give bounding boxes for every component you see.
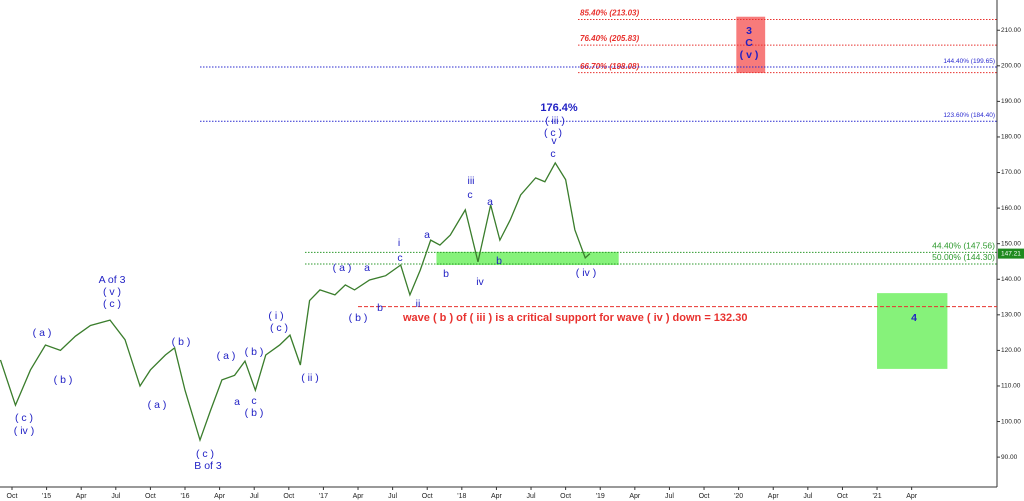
zone: [436, 251, 619, 266]
wave-label: b: [377, 302, 383, 314]
wave-label: ( ii ): [301, 372, 319, 384]
y-tick-label: 120.00: [1001, 347, 1021, 354]
y-tick-label: 170.00: [1001, 169, 1021, 176]
last-price-label: 147.21: [1001, 250, 1021, 257]
y-tick-label: 190.00: [1001, 98, 1021, 105]
wave-label: c: [550, 148, 555, 160]
wave-label: ( iii ): [545, 115, 565, 127]
wave-label: ( c ): [15, 412, 33, 424]
wave-label: b: [443, 268, 449, 280]
wave-label: iii: [468, 175, 475, 187]
wave-label: C: [745, 37, 753, 49]
level-label: 85.40% (213.03): [580, 9, 639, 18]
x-tick-label: Oct: [7, 493, 18, 500]
x-tick-label: Jul: [665, 493, 674, 500]
wave-label: ( a ): [217, 350, 236, 362]
wave-label: iv: [476, 276, 484, 288]
wave-label: a: [424, 229, 430, 241]
wave-label: 3: [746, 25, 752, 37]
wave-label: c: [467, 189, 472, 201]
x-tick-label: Jul: [527, 493, 536, 500]
x-tick-label: '19: [596, 493, 605, 500]
wave-label: ( iv ): [576, 267, 596, 279]
x-tick-label: Jul: [111, 493, 120, 500]
wave-label: c: [397, 252, 402, 264]
wave-label: ii: [416, 298, 421, 310]
x-tick-label: Oct: [422, 493, 433, 500]
x-tick-label: Jul: [388, 493, 397, 500]
wave-label: ( a ): [333, 262, 352, 274]
wave-label: 176.4%: [540, 102, 578, 114]
y-tick-label: 140.00: [1001, 276, 1021, 283]
x-tick-label: Apr: [629, 493, 641, 500]
x-tick-label: Oct: [283, 493, 294, 500]
x-tick-label: '16: [180, 493, 189, 500]
level-label: 76.40% (205.83): [580, 34, 639, 43]
wave-label: ( iv ): [14, 425, 34, 437]
y-tick-label: 130.00: [1001, 312, 1021, 319]
wave-label: ( b ): [172, 336, 191, 348]
wave-label: a: [234, 396, 240, 408]
wave-label: ( c ): [103, 298, 121, 310]
level-label: 44.40% (147.56): [932, 241, 995, 251]
wave-label: 4: [911, 312, 917, 324]
wave-label: i: [398, 237, 400, 249]
y-tick-label: 110.00: [1001, 383, 1021, 390]
x-tick-label: Apr: [491, 493, 503, 500]
x-tick-label: Apr: [768, 493, 780, 500]
y-tick-label: 200.00: [1001, 63, 1021, 70]
y-tick-label: 90.00: [1001, 454, 1018, 461]
wave-label: ( v ): [740, 49, 759, 61]
y-tick-label: 210.00: [1001, 27, 1021, 34]
wave-label: ( c ): [270, 322, 288, 334]
y-tick-label: 100.00: [1001, 418, 1021, 425]
level-label: 50.00% (144.30): [932, 252, 995, 262]
wave-label: b: [496, 255, 502, 267]
wave-label: ( i ): [268, 310, 283, 322]
x-tick-label: Apr: [214, 493, 226, 500]
x-tick-label: Apr: [76, 493, 88, 500]
level-label: 66.70% (198.08): [580, 62, 639, 71]
x-tick-label: Apr: [353, 493, 365, 500]
x-tick-label: Apr: [906, 493, 918, 500]
last-price-tag: [998, 248, 1024, 259]
x-tick-label: '21: [872, 493, 881, 500]
wave-label: ( a ): [148, 399, 167, 411]
x-tick-label: Oct: [145, 493, 156, 500]
wave-label: ( b ): [245, 407, 264, 419]
price-line: [0, 161, 591, 443]
wave-label: ( c ): [544, 127, 562, 139]
x-tick-label: '15: [42, 493, 51, 500]
y-tick-label: 180.00: [1001, 134, 1021, 141]
x-tick-label: Jul: [803, 493, 812, 500]
x-tick-label: '17: [319, 493, 328, 500]
zone: [877, 293, 948, 369]
x-tick-label: Oct: [560, 493, 571, 500]
y-tick-label: 160.00: [1001, 205, 1021, 212]
x-tick-label: Oct: [837, 493, 848, 500]
x-tick-label: '18: [457, 493, 466, 500]
wave-label: wave ( b ) of ( iii ) is a critical supp…: [402, 312, 747, 324]
y-tick-label: 150.00: [1001, 240, 1021, 247]
x-tick-label: '20: [734, 493, 743, 500]
wave-label: ( b ): [245, 346, 264, 358]
wave-label: ( b ): [54, 374, 73, 386]
x-tick-label: Oct: [699, 493, 710, 500]
level-label: 144.40% (199.65): [943, 58, 995, 65]
wave-label: ( v ): [103, 286, 121, 298]
level-label: 123.60% (184.40): [943, 112, 995, 119]
x-tick-label: Jul: [250, 493, 259, 500]
wave-label: ( c ): [196, 448, 214, 460]
wave-label: a: [487, 196, 493, 208]
wave-label: ( a ): [33, 327, 52, 339]
wave-label: ( b ): [349, 312, 368, 324]
wave-label: v: [551, 135, 557, 147]
wave-label: B of 3: [194, 460, 222, 472]
wave-label: c: [251, 395, 256, 407]
wave-label: a: [364, 262, 370, 274]
wave-label: A of 3: [99, 274, 126, 286]
